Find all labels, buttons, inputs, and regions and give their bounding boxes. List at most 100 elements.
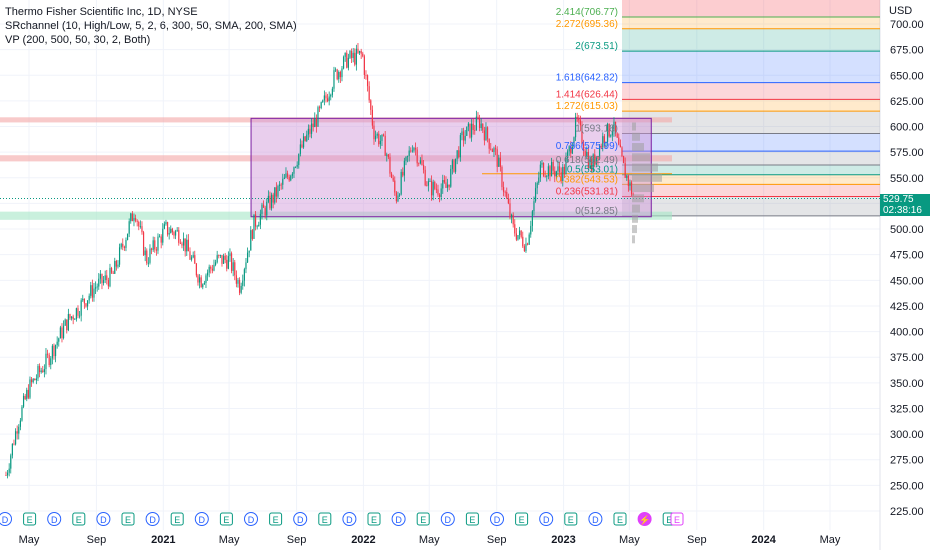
event-marker-label: E <box>371 515 377 525</box>
candle-body <box>342 56 345 69</box>
event-markers[interactable]: D E D E D E D E D E D E D E D E D E D E D E D E D E ⚡ E E <box>0 512 684 527</box>
event-marker-label: D <box>199 515 206 525</box>
candle-body <box>354 52 356 65</box>
time-axis[interactable]: May Sep 2021 May Sep 2022 May Sep 2023 May Sep 2024… <box>19 534 841 546</box>
candle-body <box>142 232 145 256</box>
candle-body <box>50 358 52 366</box>
candle-body <box>162 228 164 243</box>
candle-body <box>147 262 149 264</box>
earnings-marker <box>416 512 430 526</box>
candle-body <box>232 262 234 271</box>
candle-body <box>21 406 23 421</box>
candle-body <box>94 287 97 289</box>
candle-body <box>102 279 105 284</box>
candle-body <box>43 369 45 373</box>
candle-body <box>566 151 569 159</box>
candle-body <box>120 243 122 248</box>
event-marker-label: E <box>76 515 82 525</box>
candle-body <box>277 185 279 197</box>
candle-body <box>123 246 125 248</box>
candle-body <box>432 182 434 196</box>
y-tick-label: 250.00 <box>890 480 924 492</box>
event-marker-label: E <box>666 515 672 525</box>
event-marker-label: D <box>494 515 501 525</box>
candle-body <box>544 176 546 177</box>
candle-body <box>547 166 549 177</box>
candle-body <box>134 217 137 221</box>
event-marker-label: D <box>445 515 452 525</box>
candle-body <box>141 226 143 233</box>
candle-body <box>563 166 565 175</box>
candle-body <box>99 273 101 279</box>
candle-body <box>101 273 103 284</box>
candle-body <box>35 378 37 381</box>
indicator-srchannel[interactable]: SRchannel (10, High/Low, 5, 2, 6, 300, 5… <box>5 20 297 32</box>
candle-body <box>523 246 525 252</box>
candle-body <box>272 194 274 203</box>
candle-body <box>602 136 604 148</box>
candle-body <box>270 194 273 209</box>
candle-body <box>338 72 340 80</box>
candle-body <box>598 146 601 159</box>
volume-profile-bar <box>632 132 640 141</box>
candle-body <box>32 378 34 383</box>
x-tick-label: Sep <box>687 534 707 546</box>
candle-body <box>155 249 157 251</box>
candle-body <box>106 275 108 281</box>
candle-body <box>218 255 220 256</box>
candle-body <box>624 163 626 178</box>
candle-body <box>115 260 117 267</box>
candle-body <box>259 213 261 225</box>
candle-body <box>214 262 217 265</box>
candle-body <box>146 250 148 264</box>
candle-body <box>534 188 537 202</box>
candle-body <box>470 123 473 138</box>
candle-body <box>490 148 492 150</box>
fib-band <box>622 82 880 100</box>
candle-body <box>346 52 348 68</box>
candle-body <box>187 239 189 252</box>
candle-body <box>341 68 343 78</box>
event-marker-label: E <box>568 515 574 525</box>
candle-body <box>528 234 530 245</box>
indicator-volume-profile[interactable]: VP (200, 500, 50, 30, 2, Both) <box>5 34 151 46</box>
candle-body <box>178 230 180 243</box>
candle-body <box>75 308 77 320</box>
candle-body <box>594 154 596 165</box>
candle-body <box>88 295 90 301</box>
candle-body <box>243 269 245 281</box>
candle-body <box>574 116 577 138</box>
candle-body <box>552 162 554 171</box>
dividend-marker <box>145 512 160 526</box>
candle-body <box>320 102 322 108</box>
symbol-title[interactable]: Thermo Fisher Scientific Inc, 1D, NYSE <box>5 6 198 18</box>
price-axis[interactable]: 700.00 675.00 650.00 625.00 600.00 575.00 550.… <box>890 19 924 518</box>
candle-body <box>166 222 169 235</box>
volume-profile-bar <box>632 153 650 162</box>
candle-body <box>229 253 231 257</box>
candle-body <box>443 180 445 183</box>
candle-body <box>130 213 132 222</box>
candle-body <box>286 173 289 177</box>
candle-body <box>611 131 613 136</box>
y-tick-label: 400.00 <box>890 327 924 339</box>
currency-label[interactable]: USD <box>889 5 913 17</box>
candle-body <box>296 164 298 167</box>
fib-level-label: 2.272(695.36) <box>556 19 618 30</box>
candle-body <box>370 100 372 110</box>
candle-body <box>318 107 321 109</box>
candle-body <box>322 100 324 103</box>
dividend-marker <box>490 512 504 526</box>
fib-level-label: 0(512.85) <box>575 206 618 217</box>
x-tick-label: 2023 <box>551 534 575 546</box>
candle-body <box>205 275 207 283</box>
y-tick-label: 475.00 <box>890 250 924 262</box>
candle-body <box>330 94 332 97</box>
candle-body <box>202 284 204 288</box>
earnings-marker <box>465 512 479 526</box>
event-marker-label: D <box>51 515 58 525</box>
candle-body <box>458 150 460 158</box>
candle-body <box>486 127 489 139</box>
candle-body <box>163 224 165 229</box>
